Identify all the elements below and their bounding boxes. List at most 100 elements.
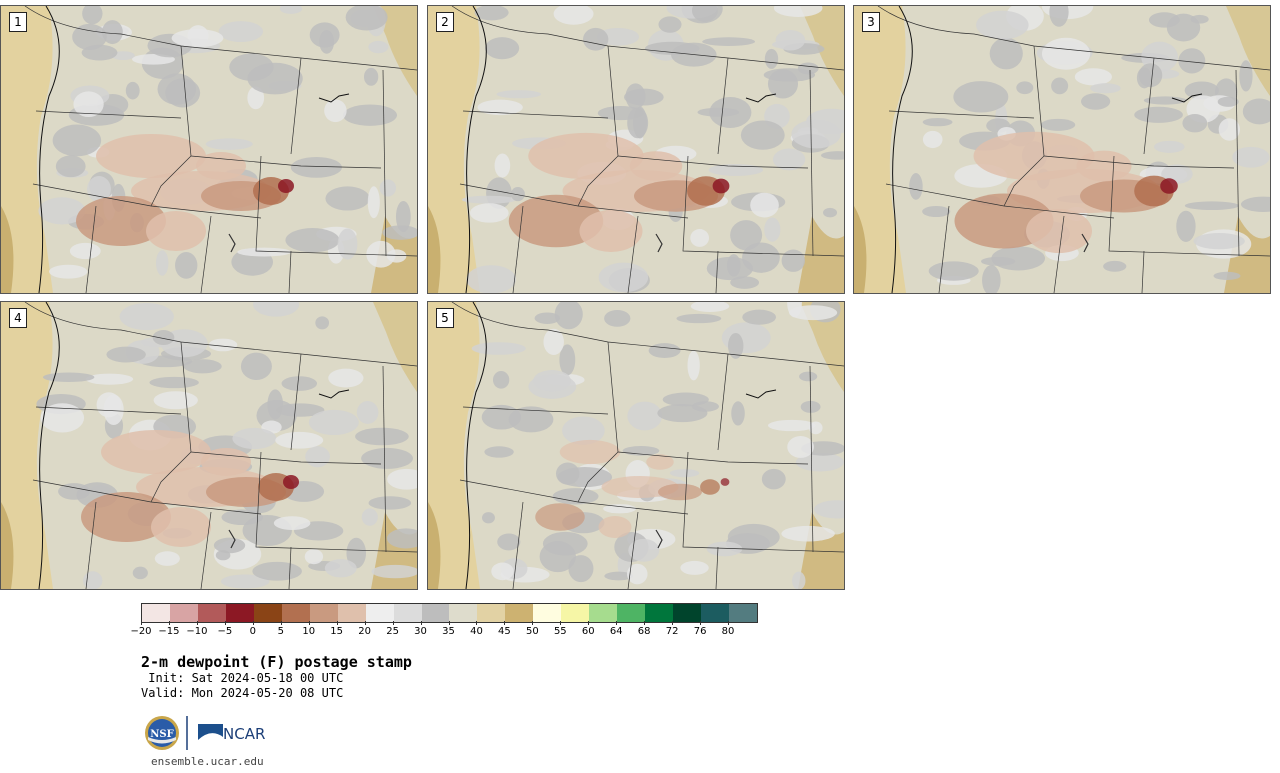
dewpoint-blob bbox=[740, 120, 785, 150]
colorbar-swatch bbox=[337, 604, 366, 622]
dewpoint-blob bbox=[315, 316, 330, 330]
state-border bbox=[451, 6, 844, 71]
state-border bbox=[627, 215, 639, 293]
dewpoint-blob bbox=[767, 419, 816, 432]
dewpoint-blob bbox=[247, 86, 265, 110]
dewpoint-blob bbox=[1184, 201, 1239, 211]
dry-band-blob bbox=[81, 492, 171, 542]
dewpoint-blob bbox=[361, 508, 378, 526]
plains-band bbox=[800, 302, 844, 392]
agency-logos: NSF NCAR bbox=[143, 713, 283, 753]
dry-band-blob bbox=[151, 507, 211, 547]
dewpoint-blob bbox=[461, 195, 516, 204]
panel-number-label: 3 bbox=[862, 12, 880, 32]
dewpoint-blob bbox=[767, 69, 799, 99]
colorbar-tick bbox=[560, 621, 562, 625]
coastal-band bbox=[854, 6, 906, 293]
state-border bbox=[290, 353, 302, 451]
colorbar-tick bbox=[308, 621, 310, 625]
coastal-dry-patch bbox=[1, 502, 14, 589]
colorbar-ticks: −20 −15 −10 −5 0 5 10 15 20 25 30 35 40 45 50 55 60 64 68 7… bbox=[130, 621, 756, 641]
state-border bbox=[85, 501, 97, 589]
colorbar-tick bbox=[504, 621, 506, 625]
dewpoint-blob bbox=[553, 6, 594, 25]
dewpoint-blob bbox=[598, 262, 649, 293]
colorbar-tick bbox=[616, 621, 618, 625]
dewpoint-blob bbox=[305, 446, 330, 468]
state-border bbox=[200, 511, 212, 589]
dewpoint-blob bbox=[132, 566, 148, 580]
dewpoint-blob bbox=[628, 538, 660, 562]
state-border bbox=[617, 155, 809, 169]
dry-band-blob bbox=[535, 503, 585, 531]
colorbar-swatch bbox=[309, 604, 338, 622]
dewpoint-blob bbox=[368, 40, 389, 54]
coastal-band bbox=[1, 6, 53, 293]
dewpoint-blob bbox=[691, 6, 718, 22]
colorbar-tick-label: 20 bbox=[358, 626, 371, 637]
state-border bbox=[190, 451, 382, 465]
dewpoint-blob bbox=[387, 468, 417, 490]
dewpoint-blob bbox=[1232, 146, 1270, 168]
dewpoint-blob bbox=[1239, 60, 1253, 92]
dewpoint-blob bbox=[555, 462, 580, 485]
state-border bbox=[382, 69, 387, 257]
dewpoint-blob bbox=[562, 416, 605, 445]
dry-band-blob bbox=[712, 178, 730, 194]
dewpoint-blob bbox=[669, 469, 700, 478]
coastline bbox=[465, 302, 487, 589]
state-border bbox=[462, 406, 609, 415]
dewpoint-blob bbox=[991, 246, 1046, 271]
state-border bbox=[1108, 155, 1270, 257]
colorbar-tick-label: 40 bbox=[470, 626, 483, 637]
dewpoint-blob bbox=[252, 561, 302, 581]
dewpoint-blob bbox=[568, 555, 594, 583]
dry-band-blob bbox=[1076, 150, 1132, 182]
colorbar-tick-label: 10 bbox=[302, 626, 316, 637]
nsf-logo: NSF bbox=[145, 716, 179, 750]
dewpoint-blob bbox=[474, 6, 509, 21]
colorbar-swatch bbox=[617, 604, 646, 622]
dewpoint-blob bbox=[218, 21, 264, 43]
dewpoint-blob bbox=[772, 148, 806, 171]
dry-band-blob bbox=[96, 134, 206, 178]
dewpoint-blob bbox=[491, 562, 514, 581]
dewpoint-blob bbox=[232, 427, 277, 450]
dewpoint-blob bbox=[922, 130, 943, 149]
dewpoint-blob bbox=[922, 205, 951, 218]
dewpoint-map-1 bbox=[1, 6, 417, 293]
state-border bbox=[1141, 250, 1145, 293]
colorbar-swatch bbox=[142, 604, 170, 622]
lake bbox=[745, 93, 777, 103]
dewpoint-blob bbox=[106, 346, 146, 363]
state-border bbox=[577, 341, 619, 503]
state-border bbox=[85, 205, 97, 293]
colorbar-swatch bbox=[281, 604, 310, 622]
coastal-band bbox=[428, 6, 480, 293]
state-border bbox=[190, 155, 382, 169]
dewpoint-blob bbox=[543, 328, 564, 355]
colorbar-tick-label: −5 bbox=[217, 626, 233, 637]
dewpoint-blob bbox=[510, 187, 525, 202]
coastal-dry-patch bbox=[428, 502, 441, 589]
dewpoint-blob bbox=[775, 29, 806, 51]
dewpoint-blob bbox=[73, 91, 104, 118]
dewpoint-blob bbox=[386, 249, 407, 263]
dewpoint-blob bbox=[119, 302, 174, 331]
lake bbox=[318, 93, 350, 103]
dewpoint-blob bbox=[290, 156, 342, 178]
colorbar-tick bbox=[672, 621, 674, 625]
state-border bbox=[288, 546, 292, 589]
dewpoint-blob bbox=[346, 537, 367, 569]
dewpoint-blob bbox=[237, 247, 292, 257]
colorbar-swatch bbox=[701, 604, 730, 622]
dewpoint-blob bbox=[787, 436, 814, 458]
dewpoint-blob bbox=[750, 192, 779, 218]
colorbar-tick bbox=[196, 621, 198, 625]
dewpoint-blob bbox=[982, 265, 1001, 293]
dewpoint-blob bbox=[726, 254, 741, 277]
dewpoint-map-4 bbox=[1, 302, 417, 589]
dewpoint-blob bbox=[708, 164, 764, 176]
dewpoint-blob bbox=[508, 406, 554, 433]
state-border bbox=[1053, 215, 1065, 293]
